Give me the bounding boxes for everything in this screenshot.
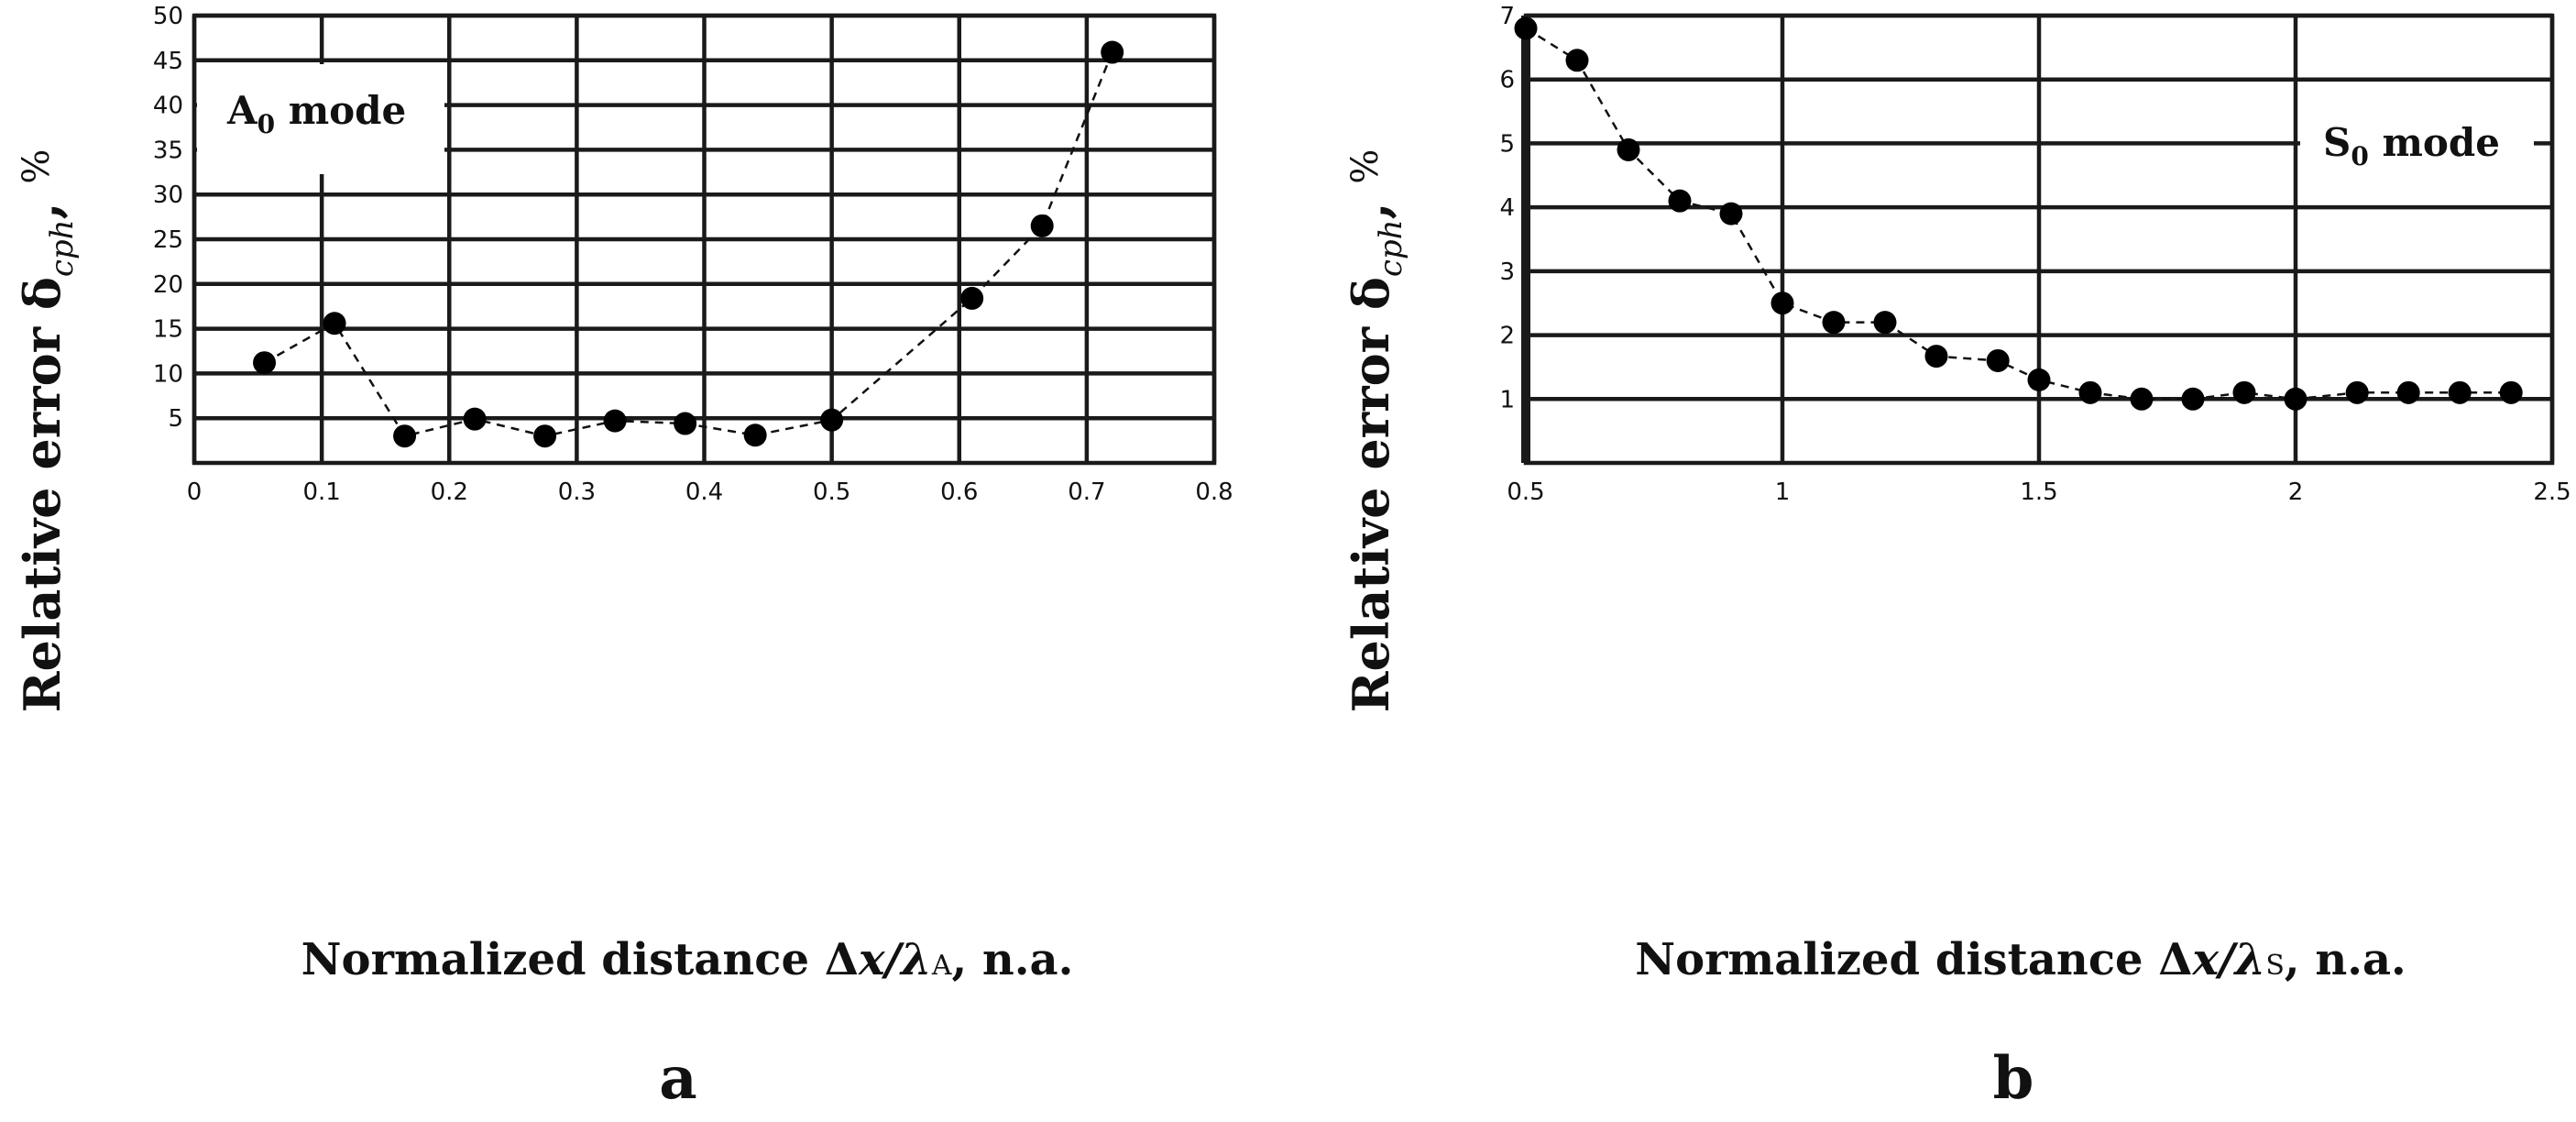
x-tick-label: 0.1: [302, 478, 340, 506]
mode-label-box: [2300, 99, 2534, 191]
y-tick-label: 40: [153, 93, 183, 120]
data-points: [1514, 16, 2523, 411]
y-tick-label: 50: [153, 3, 183, 30]
y-tick-label: 2: [1499, 323, 1515, 350]
data-point: [1719, 202, 1743, 226]
panel-letter-b: b: [1993, 1044, 2034, 1113]
x-tick-label: 2.5: [2533, 478, 2571, 506]
mode-label-box: [197, 64, 444, 174]
x-tick-labels: 0 0.1 0.2 0.3 0.4 0.5 0.6 0.7 0.8: [187, 478, 1233, 506]
y-tick-label: 30: [153, 182, 183, 209]
data-point: [2284, 387, 2307, 411]
x-axis-label: Normalized distance Δx/λA, n.a.: [301, 934, 1074, 985]
y-tick-label: 25: [153, 226, 183, 254]
data-point: [674, 412, 697, 435]
mode-label: S0 mode: [2323, 120, 2500, 171]
data-point: [323, 312, 346, 336]
mode-label: A0 mode: [226, 88, 406, 139]
series-line: [263, 51, 1113, 438]
x-tick-label: 1.5: [2020, 478, 2057, 506]
x-tick-label: 0.4: [685, 478, 723, 506]
data-point: [820, 408, 844, 432]
data-point: [960, 286, 984, 310]
data-point: [1822, 311, 1846, 335]
x-tick-label: 0.7: [1068, 478, 1105, 506]
y-tick-label: 7: [1499, 3, 1515, 30]
data-point: [2396, 380, 2420, 404]
data-point: [2181, 387, 2205, 411]
x-tick-label: 2: [2288, 478, 2304, 506]
data-point: [1873, 311, 1897, 335]
data-point: [1101, 40, 1124, 64]
x-tick-label: 1: [1775, 478, 1791, 506]
y-tick-label: 20: [153, 271, 183, 299]
data-point: [2027, 368, 2051, 391]
y-tick-label: 3: [1499, 258, 1515, 286]
data-point: [2499, 380, 2523, 404]
x-tick-label: 0.2: [431, 478, 468, 506]
x-tick-label: 0.5: [813, 478, 850, 506]
data-point: [463, 407, 487, 431]
data-point: [2130, 387, 2154, 411]
data-point: [1770, 292, 1794, 315]
data-points: [253, 40, 1124, 448]
x-axis-label: Normalized distance Δx/λS, n.a.: [1635, 934, 2406, 985]
series-line: [1525, 27, 2512, 401]
y-tick-label: 1: [1499, 386, 1515, 413]
data-point: [1986, 348, 2010, 372]
y-tick-label: 10: [153, 360, 183, 388]
data-point: [1565, 49, 1589, 72]
plot-frame: [192, 13, 1217, 466]
data-point: [393, 424, 417, 448]
y-tick-labels: 1 2 3 4 5 6 7: [1499, 3, 1515, 413]
y-axis-label: Relative error δcph,%: [1342, 149, 1409, 713]
x-tick-labels: 0.5 1 1.5 2 2.5: [1507, 478, 2571, 506]
y-tick-label: 45: [153, 48, 183, 75]
data-point: [603, 409, 627, 433]
y-tick-label: 5: [1499, 130, 1515, 158]
grid: [192, 13, 1217, 466]
data-point: [743, 424, 767, 447]
y-tick-label: 5: [168, 405, 183, 433]
x-tick-label: 0.6: [940, 478, 978, 506]
x-tick-label: 0.3: [558, 478, 596, 506]
panel-letter-a: a: [659, 1044, 696, 1113]
data-line: [1525, 27, 2512, 401]
x-tick-label: 0.5: [1507, 478, 1544, 506]
data-point: [2078, 380, 2102, 404]
data-line: [263, 51, 1113, 438]
chart-s0-mode: 0.5 1 1.5 2 2.5 1 2 3 4 5 6 7 S0 mode Relative err…: [1342, 3, 2571, 1113]
data-point: [2232, 380, 2256, 404]
y-axis-label: Relative error δcph,%: [13, 149, 81, 713]
data-point: [2345, 380, 2369, 404]
data-point: [533, 424, 557, 448]
data-point: [253, 351, 277, 375]
data-point: [1617, 138, 1640, 161]
y-tick-label: 4: [1499, 194, 1515, 222]
data-point: [1514, 16, 1538, 40]
y-tick-label: 35: [153, 137, 183, 164]
chart-a0-mode: 0 0.1 0.2 0.3 0.4 0.5 0.6 0.7 0.8 5 10 15 20 25 30 35 4…: [13, 3, 1233, 1113]
data-point: [2448, 380, 2472, 404]
x-tick-label: 0.8: [1195, 478, 1233, 506]
data-point: [1924, 345, 1948, 368]
y-tick-label: 15: [153, 316, 183, 344]
y-tick-labels: 5 10 15 20 25 30 35 40 45 50: [153, 3, 183, 433]
data-point: [1030, 214, 1054, 237]
x-tick-label: 0: [187, 478, 203, 506]
y-tick-label: 6: [1499, 67, 1515, 94]
data-point: [1668, 189, 1692, 213]
